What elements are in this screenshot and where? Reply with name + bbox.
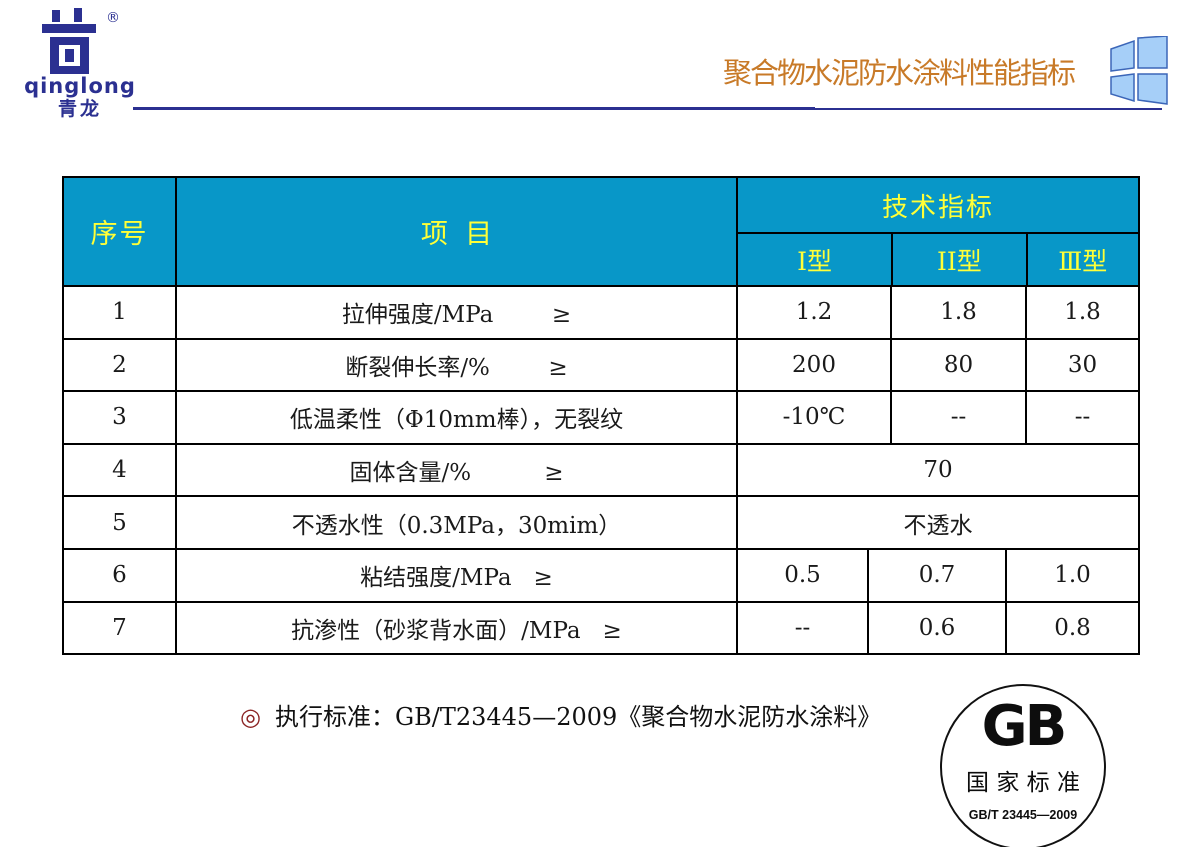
table-cell: 不透水性（0.3MPa，30mim） (175, 497, 736, 548)
table-cell: 低温柔性（Φ10mm棒），无裂纹 (175, 392, 736, 443)
table-cell: 0.8 (1005, 602, 1138, 654)
table-cell: 6 (112, 562, 127, 589)
table-cell: 0.7 (867, 549, 1005, 601)
table-row: 3 低温柔性（Φ10mm棒），无裂纹 -10℃ -- -- (64, 390, 1138, 443)
col-header-type2: ⅠⅠ型 (891, 234, 1025, 285)
table-row: 4 固体含量/% ≥70 (64, 442, 1138, 496)
table-row: 7 抗渗性（砂浆背水面）/MPa ≥ -- 0.6 0.8 (64, 600, 1138, 654)
page-title: 聚合物水泥防水涂料性能指标 (723, 56, 1076, 90)
table-cell: 抗渗性（砂浆背水面）/MPa ≥ (175, 602, 736, 654)
col-header-index: 序号 (90, 219, 149, 250)
table-cell: 1.0 (1005, 549, 1138, 601)
col-header-group: 技术指标 Ⅰ型 ⅠⅠ型 Ⅲ型 (736, 178, 1138, 285)
table-cell: 粘结强度/MPa ≥ (175, 549, 736, 601)
table-cell: -- (890, 392, 1025, 443)
col-header-tech-index: 技术指标 (881, 192, 994, 223)
standard-line: ◎ 执行标准：GB/T23445—2009《聚合物水泥防水涂料》 (240, 697, 881, 732)
table-body: 1 拉伸强度/MPa ≥1.2 1.8 1.8 2 断裂伸长率/% ≥200 80 30 3 低温… (64, 285, 1138, 654)
table-cell: 2 (112, 351, 127, 378)
table-cell: 1.8 (890, 287, 1025, 338)
table-cell: 80 (890, 339, 1025, 391)
table-cell: 4 (112, 457, 127, 484)
gb-seal-label: 国 家 标 准 (966, 770, 1080, 796)
table-cell: 0.6 (867, 602, 1005, 654)
table-row: 1 拉伸强度/MPa ≥1.2 1.8 1.8 (64, 285, 1138, 338)
spec-table: 序号 项 目 技术指标 Ⅰ型 ⅠⅠ型 Ⅲ型 1 拉伸强度/MPa ≥1.2 1.8 1… (62, 176, 1140, 656)
table-cell: 1.8 (1025, 287, 1138, 338)
table-cell: 7 (112, 614, 127, 641)
table-cell: 70 (736, 444, 1138, 496)
table-cell: 固体含量/% ≥ (175, 444, 736, 496)
table-cell: 30 (1025, 339, 1138, 391)
table-cell: 1.2 (736, 287, 890, 338)
table-cell: 断裂伸长率/% ≥ (175, 339, 736, 391)
col-header-item: 项 目 (175, 178, 736, 285)
table-cell: 拉伸强度/MPa ≥ (175, 287, 736, 338)
table-cell: 5 (112, 509, 127, 536)
window-icon (1110, 36, 1168, 105)
col-header-type1: Ⅰ型 (797, 246, 833, 276)
table-header: 序号 项 目 技术指标 Ⅰ型 ⅠⅠ型 Ⅲ型 (64, 178, 1138, 285)
gb-seal-letters: GB (981, 694, 1068, 759)
registered-mark: ® (106, 10, 120, 26)
table-cell: 200 (736, 339, 890, 391)
brand-name-cn: 青龙 (57, 98, 102, 120)
table-cell: 3 (112, 404, 127, 431)
table-cell: -- (736, 602, 867, 654)
table-cell: 不透水 (736, 497, 1138, 548)
brand-name-latin: qinglong (24, 74, 136, 98)
col-header-type3: Ⅲ型 (1025, 234, 1138, 285)
bullet-icon: ◎ (240, 703, 261, 731)
qinglong-mark-icon (42, 8, 96, 74)
header-rule-left (133, 107, 815, 110)
table-cell: 0.5 (736, 549, 867, 601)
gb-seal-circle-icon (940, 684, 1106, 847)
header-rule-right (815, 108, 1162, 110)
table-row: 5 不透水性（0.3MPa，30mim） 不透水 (64, 495, 1138, 548)
table-cell: -- (1025, 392, 1138, 443)
table-cell: -10℃ (736, 392, 890, 443)
table-row: 2 断裂伸长率/% ≥200 80 30 (64, 337, 1138, 391)
col-header-types: Ⅰ型 ⅠⅠ型 Ⅲ型 (738, 232, 1138, 285)
standard-text: 执行标准：GB/T23445—2009《聚合物水泥防水涂料》 (274, 703, 882, 731)
gb-seal-code: GB/T 23445—2009 (968, 808, 1078, 822)
table-row: 6 粘结强度/MPa ≥0.5 0.7 1.0 (64, 547, 1138, 601)
table-cell: 1 (112, 299, 127, 326)
